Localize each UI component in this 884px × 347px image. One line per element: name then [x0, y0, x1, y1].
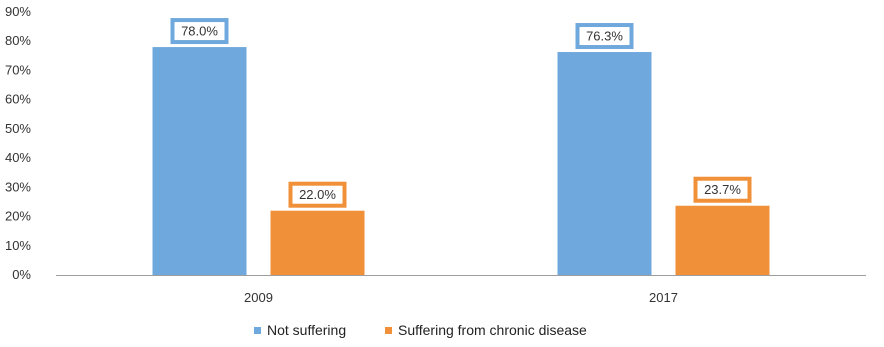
- y-tick-label: 10%: [5, 238, 31, 253]
- y-tick-label: 40%: [5, 150, 31, 165]
- data-label: 22.0%: [299, 187, 336, 202]
- bar-suffering-from-chronic-disease-2017: [675, 205, 770, 275]
- data-labels: 78.0% 22.0% 76.3% 23.7%: [170, 18, 752, 208]
- y-tick-label: 20%: [5, 209, 31, 224]
- data-label-box: [575, 23, 634, 50]
- bar-suffering-from-chronic-disease-2009: [270, 210, 365, 275]
- y-axis-ticks: 0% 10% 20% 30% 40% 50% 60% 70% 80% 90%: [5, 4, 31, 282]
- y-tick-label: 80%: [5, 33, 31, 48]
- bar-not-suffering-2009: [152, 47, 247, 275]
- data-label-box: [288, 181, 347, 208]
- legend-swatch: [254, 327, 261, 334]
- legend-label: Not suffering: [267, 322, 346, 338]
- x-tick-label: 2009: [244, 290, 273, 305]
- y-tick-label: 90%: [5, 4, 31, 19]
- y-tick-label: 30%: [5, 179, 31, 194]
- y-tick-label: 0%: [12, 267, 31, 282]
- data-label-box: [693, 176, 752, 203]
- legend-swatch: [385, 327, 392, 334]
- x-tick-label: 2017: [649, 290, 678, 305]
- data-label-box: [170, 18, 229, 45]
- bars: [152, 47, 770, 276]
- x-axis-ticks: 2009 2017: [244, 290, 678, 305]
- data-label: 23.7%: [704, 182, 741, 197]
- legend: Not suffering Suffering from chronic dise…: [254, 322, 587, 338]
- y-tick-label: 60%: [5, 92, 31, 107]
- legend-label: Suffering from chronic disease: [398, 322, 587, 338]
- data-label: 78.0%: [181, 24, 218, 39]
- y-tick-label: 70%: [5, 62, 31, 77]
- bar-not-suffering-2017: [557, 52, 652, 276]
- data-label: 76.3%: [586, 29, 623, 44]
- y-tick-label: 50%: [5, 121, 31, 136]
